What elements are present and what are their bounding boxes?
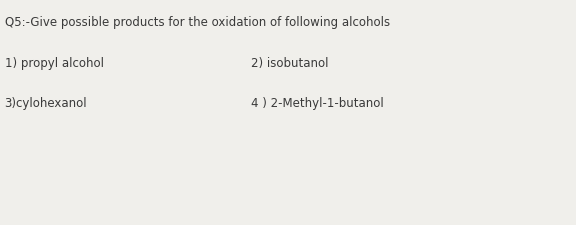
Text: 3)cylohexanol: 3)cylohexanol bbox=[5, 97, 87, 110]
Text: Q5:-Give possible products for the oxidation of following alcohols: Q5:-Give possible products for the oxida… bbox=[5, 16, 390, 29]
Text: 2) isobutanol: 2) isobutanol bbox=[251, 56, 328, 69]
Text: 1) propyl alcohol: 1) propyl alcohol bbox=[5, 56, 104, 69]
Text: 4 ) 2-Methyl-1-butanol: 4 ) 2-Methyl-1-butanol bbox=[251, 97, 383, 110]
